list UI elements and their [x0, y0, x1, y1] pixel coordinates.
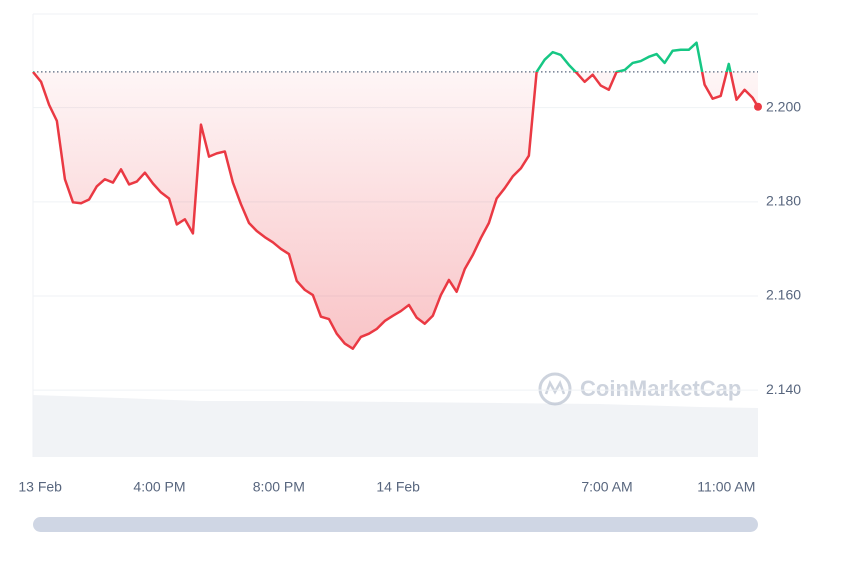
y-tick-label: 2.180 — [766, 193, 801, 209]
watermark-logo-mark — [544, 379, 566, 395]
price-line — [32, 41, 760, 350]
x-tick-label: 14 Feb — [376, 479, 420, 495]
last-price-dot — [754, 102, 762, 111]
volume-area — [33, 395, 758, 457]
x-tick-label: 7:00 AM — [581, 479, 632, 495]
x-tick-label: 8:00 PM — [253, 479, 305, 495]
watermark: CoinMarketCap — [538, 372, 741, 406]
x-tick-label: 4:00 PM — [133, 479, 185, 495]
watermark-text: CoinMarketCap — [580, 376, 741, 401]
x-tick-label: 11:00 AM — [697, 479, 755, 495]
y-tick-label: 2.140 — [766, 381, 801, 397]
x-tick-label: 13 Feb — [18, 479, 62, 495]
scrollbar[interactable] — [33, 517, 758, 532]
y-tick-label: 2.160 — [766, 287, 801, 303]
y-tick-label: 2.200 — [766, 98, 801, 114]
area-fill — [33, 71, 758, 349]
watermark-logo — [538, 372, 572, 406]
